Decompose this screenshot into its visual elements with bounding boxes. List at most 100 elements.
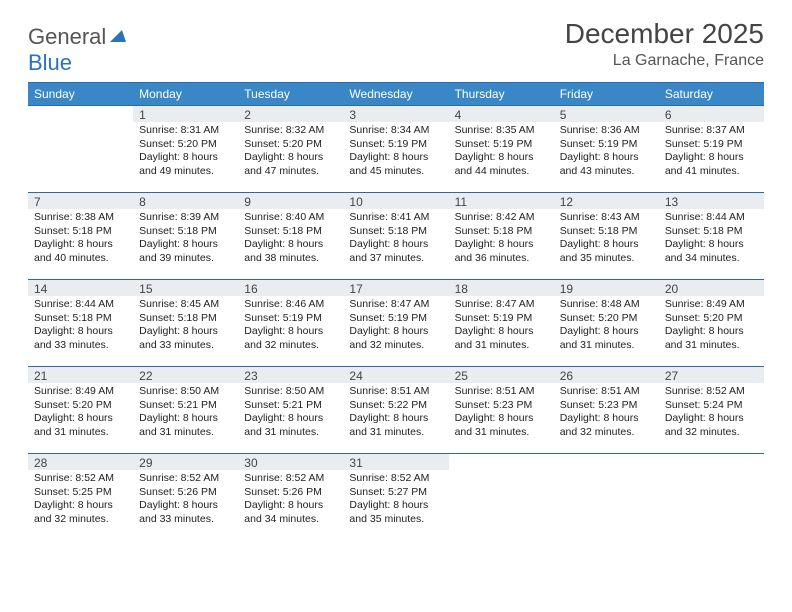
day-number: 26 [554,367,659,384]
sunset-line: Sunset: 5:26 PM [139,486,232,500]
daylight-line: Daylight: 8 hours and 33 minutes. [139,325,232,352]
sunset-line: Sunset: 5:21 PM [244,399,337,413]
sunset-line: Sunset: 5:18 PM [455,225,548,239]
sunset-line: Sunset: 5:18 PM [665,225,758,239]
sunset-line: Sunset: 5:20 PM [560,312,653,326]
day-cell: Sunrise: 8:50 AMSunset: 5:21 PMDaylight:… [238,383,343,454]
day-cell: Sunrise: 8:52 AMSunset: 5:25 PMDaylight:… [28,470,133,540]
day-number: 19 [554,280,659,297]
sunset-line: Sunset: 5:18 PM [560,225,653,239]
sunset-line: Sunset: 5:20 PM [34,399,127,413]
sunrise-line: Sunrise: 8:50 AM [244,385,337,399]
day-cell: Sunrise: 8:52 AMSunset: 5:24 PMDaylight:… [659,383,764,454]
daylight-line: Daylight: 8 hours and 35 minutes. [560,238,653,265]
day-cell: Sunrise: 8:44 AMSunset: 5:18 PMDaylight:… [659,209,764,280]
day-cell: Sunrise: 8:47 AMSunset: 5:19 PMDaylight:… [449,296,554,367]
day-cell: Sunrise: 8:41 AMSunset: 5:18 PMDaylight:… [343,209,448,280]
day-number: 5 [554,106,659,123]
weekday-header: Friday [554,83,659,106]
sunrise-line: Sunrise: 8:51 AM [349,385,442,399]
daylight-line: Daylight: 8 hours and 43 minutes. [560,151,653,178]
sunrise-line: Sunrise: 8:37 AM [665,124,758,138]
sunrise-line: Sunrise: 8:51 AM [560,385,653,399]
sunset-line: Sunset: 5:23 PM [560,399,653,413]
daylight-line: Daylight: 8 hours and 37 minutes. [349,238,442,265]
daylight-line: Daylight: 8 hours and 45 minutes. [349,151,442,178]
sunset-line: Sunset: 5:21 PM [139,399,232,413]
sunrise-line: Sunrise: 8:36 AM [560,124,653,138]
day-number: 17 [343,280,448,297]
day-cell: Sunrise: 8:45 AMSunset: 5:18 PMDaylight:… [133,296,238,367]
day-cell: Sunrise: 8:36 AMSunset: 5:19 PMDaylight:… [554,122,659,193]
day-cell: Sunrise: 8:52 AMSunset: 5:27 PMDaylight:… [343,470,448,540]
daylight-line: Daylight: 8 hours and 32 minutes. [349,325,442,352]
sunset-line: Sunset: 5:24 PM [665,399,758,413]
daylight-line: Daylight: 8 hours and 32 minutes. [665,412,758,439]
sunset-line: Sunset: 5:18 PM [34,312,127,326]
day-content-row: Sunrise: 8:52 AMSunset: 5:25 PMDaylight:… [28,470,764,540]
day-cell: Sunrise: 8:39 AMSunset: 5:18 PMDaylight:… [133,209,238,280]
sunset-line: Sunset: 5:19 PM [560,138,653,152]
sunset-line: Sunset: 5:19 PM [349,312,442,326]
day-number: 18 [449,280,554,297]
day-number-row: 28293031 [28,454,764,471]
day-number: 30 [238,454,343,471]
day-cell: Sunrise: 8:40 AMSunset: 5:18 PMDaylight:… [238,209,343,280]
day-cell: Sunrise: 8:50 AMSunset: 5:21 PMDaylight:… [133,383,238,454]
daylight-line: Daylight: 8 hours and 34 minutes. [244,499,337,526]
sunrise-line: Sunrise: 8:46 AM [244,298,337,312]
daylight-line: Daylight: 8 hours and 41 minutes. [665,151,758,178]
day-cell [28,122,133,193]
weekday-header: Monday [133,83,238,106]
day-cell: Sunrise: 8:38 AMSunset: 5:18 PMDaylight:… [28,209,133,280]
day-content-row: Sunrise: 8:31 AMSunset: 5:20 PMDaylight:… [28,122,764,193]
daylight-line: Daylight: 8 hours and 47 minutes. [244,151,337,178]
logo-text: General Blue [28,24,128,76]
sunrise-line: Sunrise: 8:38 AM [34,211,127,225]
day-number: 3 [343,106,448,123]
day-cell: Sunrise: 8:35 AMSunset: 5:19 PMDaylight:… [449,122,554,193]
day-cell: Sunrise: 8:52 AMSunset: 5:26 PMDaylight:… [133,470,238,540]
sunrise-line: Sunrise: 8:52 AM [139,472,232,486]
sunset-line: Sunset: 5:19 PM [455,312,548,326]
sunrise-line: Sunrise: 8:40 AM [244,211,337,225]
sunset-line: Sunset: 5:26 PM [244,486,337,500]
daylight-line: Daylight: 8 hours and 40 minutes. [34,238,127,265]
day-number: 15 [133,280,238,297]
sunrise-line: Sunrise: 8:43 AM [560,211,653,225]
day-cell: Sunrise: 8:46 AMSunset: 5:19 PMDaylight:… [238,296,343,367]
daylight-line: Daylight: 8 hours and 32 minutes. [34,499,127,526]
daylight-line: Daylight: 8 hours and 31 minutes. [349,412,442,439]
day-content-row: Sunrise: 8:49 AMSunset: 5:20 PMDaylight:… [28,383,764,454]
weekday-header: Thursday [449,83,554,106]
day-cell: Sunrise: 8:31 AMSunset: 5:20 PMDaylight:… [133,122,238,193]
day-number: 7 [28,193,133,210]
day-cell: Sunrise: 8:49 AMSunset: 5:20 PMDaylight:… [28,383,133,454]
daylight-line: Daylight: 8 hours and 33 minutes. [34,325,127,352]
sunset-line: Sunset: 5:19 PM [349,138,442,152]
day-cell: Sunrise: 8:52 AMSunset: 5:26 PMDaylight:… [238,470,343,540]
sunrise-line: Sunrise: 8:39 AM [139,211,232,225]
sunrise-line: Sunrise: 8:34 AM [349,124,442,138]
day-number: 20 [659,280,764,297]
day-cell: Sunrise: 8:42 AMSunset: 5:18 PMDaylight:… [449,209,554,280]
day-number: 14 [28,280,133,297]
day-cell [659,470,764,540]
daylight-line: Daylight: 8 hours and 34 minutes. [665,238,758,265]
sunset-line: Sunset: 5:25 PM [34,486,127,500]
sunrise-line: Sunrise: 8:41 AM [349,211,442,225]
calendar-table: SundayMondayTuesdayWednesdayThursdayFrid… [28,82,764,540]
day-number [554,454,659,471]
day-number: 9 [238,193,343,210]
sunrise-line: Sunrise: 8:44 AM [665,211,758,225]
sunrise-line: Sunrise: 8:32 AM [244,124,337,138]
day-number: 23 [238,367,343,384]
day-number: 16 [238,280,343,297]
daylight-line: Daylight: 8 hours and 39 minutes. [139,238,232,265]
day-number [449,454,554,471]
sunrise-line: Sunrise: 8:31 AM [139,124,232,138]
weekday-header: Wednesday [343,83,448,106]
weekday-header: Saturday [659,83,764,106]
title-block: December 2025 La Garnache, France [565,18,764,70]
daylight-line: Daylight: 8 hours and 36 minutes. [455,238,548,265]
